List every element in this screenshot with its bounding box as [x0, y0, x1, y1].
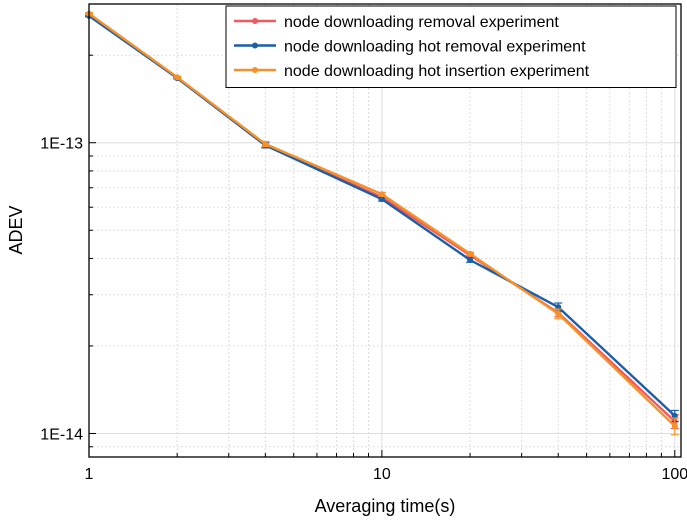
x-tick-label: 1	[85, 466, 94, 483]
y-axis-title: ADEV	[6, 205, 26, 254]
data-point	[378, 196, 385, 203]
y-tick-label: 1E-13	[40, 136, 83, 153]
legend: node downloading removal experiment node …	[225, 5, 677, 88]
data-point	[555, 310, 562, 317]
y-tick-label: 1E-14	[40, 426, 83, 443]
x-tick-label: 10	[373, 466, 391, 483]
grid	[88, 4, 681, 457]
x-axis-title: Averaging time(s)	[315, 496, 456, 516]
data-point	[467, 257, 474, 264]
series-layer	[85, 10, 679, 436]
legend-label: node downloading hot removal experiment	[284, 39, 586, 56]
data-point	[378, 191, 385, 198]
data-point	[174, 74, 181, 81]
legend-label: node downloading removal experiment	[284, 14, 559, 31]
series-3	[85, 10, 679, 436]
data-point	[671, 412, 678, 419]
legend-box	[225, 5, 677, 88]
data-point	[671, 423, 678, 430]
legend-swatch-marker	[252, 18, 258, 24]
data-point	[262, 140, 269, 147]
legend-label: node downloading hot insertion experimen…	[284, 63, 590, 80]
legend-swatch-marker	[252, 42, 258, 49]
x-tick-label: 100	[661, 466, 687, 483]
axes: 1 10 100 1E-14 1E-13	[40, 54, 687, 483]
legend-swatch-marker	[252, 67, 258, 73]
data-point	[467, 250, 474, 257]
